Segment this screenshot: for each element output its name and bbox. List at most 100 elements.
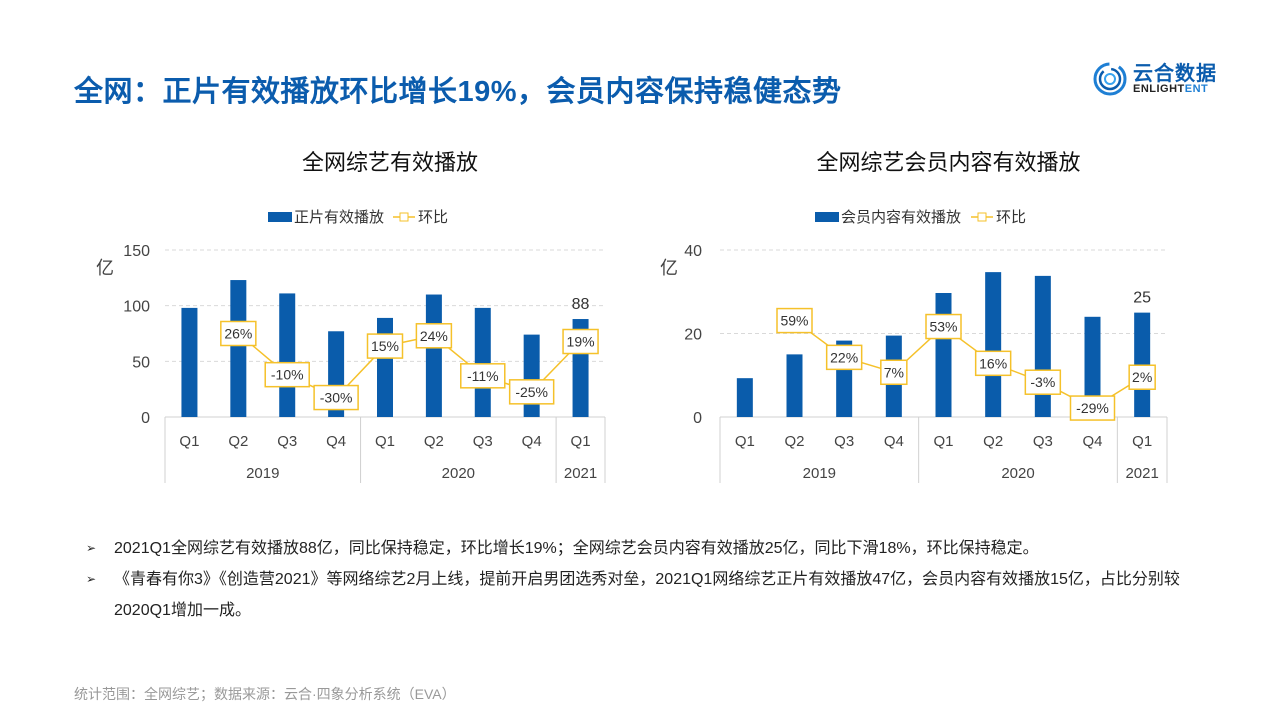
y-tick-label: 50: [132, 354, 150, 371]
bar: [1034, 275, 1051, 417]
data-label: 59%: [780, 313, 808, 329]
bar: [181, 307, 198, 417]
bar: [786, 354, 803, 417]
bullet-list: ➢ 2021Q1全网综艺有效播放88亿，同比保持稳定，环比增长19%；全网综艺会员…: [86, 533, 1216, 626]
page-title: 全网：正片有效播放环比增长19%，会员内容保持稳健态势: [74, 76, 842, 108]
data-label-box: [880, 359, 908, 386]
data-label-box: [264, 361, 310, 388]
x-tick-label: Q4: [522, 433, 542, 450]
logo-en: ENLIGHTENT: [1133, 82, 1209, 95]
data-label-box: [925, 313, 962, 340]
x-tick-label: Q3: [834, 433, 854, 450]
data-label-box: [974, 350, 1012, 377]
data-label: -11%: [467, 368, 499, 384]
bar: [985, 272, 1002, 417]
chart-title: 全网综艺有效播放: [302, 150, 478, 175]
data-label-box: [366, 333, 404, 359]
data-label: 24%: [420, 328, 448, 344]
data-label: 19%: [567, 334, 595, 350]
x-tick-label: Q2: [424, 433, 444, 450]
data-label: 22%: [830, 349, 858, 365]
data-label: -29%: [1076, 400, 1109, 416]
y-axis-unit: 亿: [96, 258, 114, 278]
data-label-box: [313, 384, 359, 411]
bar: [279, 293, 296, 417]
legend-bar-swatch: [268, 212, 292, 222]
data-label: 26%: [224, 326, 252, 342]
x-group-label: 2019: [803, 465, 836, 482]
data-label-box: [562, 328, 599, 355]
x-tick-label: Q1: [179, 433, 199, 450]
chart-title: 全网综艺会员内容有效播放: [816, 150, 1080, 175]
bullet-item: ➢ 2021Q1全网综艺有效播放88亿，同比保持稳定，环比增长19%；全网综艺会员…: [86, 540, 1039, 557]
data-label-box: [776, 307, 813, 334]
y-tick-label: 100: [123, 299, 150, 316]
y-tick-label: 20: [684, 327, 702, 344]
data-label-box: [1069, 395, 1116, 421]
legend-bar-label: 正片有效播放: [294, 209, 384, 226]
data-label-box: [460, 363, 506, 389]
x-group-label: 2021: [564, 465, 597, 482]
bar: [425, 294, 442, 417]
legend-line-label: 环比: [996, 209, 1026, 226]
data-label: 15%: [371, 338, 399, 354]
y-tick-label: 40: [684, 243, 702, 260]
x-tick-label: Q1: [375, 433, 395, 450]
data-label: 16%: [979, 355, 1007, 371]
bar: [935, 293, 952, 417]
logo-ring-icon: [1093, 62, 1127, 96]
bar: [474, 307, 491, 417]
x-tick-label: Q3: [473, 433, 493, 450]
data-label: -30%: [320, 390, 353, 406]
data-label-box: [220, 320, 257, 347]
y-axis-unit: 亿: [660, 258, 678, 278]
legend-bar-swatch: [815, 212, 839, 222]
legend-line-marker: [977, 212, 987, 222]
x-tick-label: Q1: [1132, 433, 1152, 450]
x-group-label: 2020: [442, 465, 475, 482]
data-label: -25%: [515, 384, 548, 400]
data-label-box: [415, 323, 453, 349]
data-label: -10%: [271, 367, 304, 383]
bullet-item: ➢ 《青春有你3》《创造营2021》等网络综艺2月上线，提前开启男团选秀对垒，20…: [86, 571, 1180, 619]
data-label: 7%: [884, 364, 904, 380]
x-tick-label: Q1: [933, 433, 953, 450]
x-tick-label: Q2: [983, 433, 1003, 450]
x-tick-label: Q2: [784, 433, 804, 450]
x-tick-label: Q3: [1033, 433, 1053, 450]
legend-line-label: 环比: [418, 209, 448, 226]
x-tick-label: Q4: [1082, 433, 1102, 450]
bar: [377, 317, 393, 417]
y-tick-label: 0: [141, 410, 150, 427]
y-tick-label: 0: [693, 410, 702, 427]
bar: [736, 378, 753, 417]
legend-line-marker: [399, 212, 409, 222]
data-label: -3%: [1030, 374, 1055, 390]
x-group-label: 2019: [246, 465, 279, 482]
x-group-label: 2020: [1001, 465, 1034, 482]
y-tick-label: 150: [123, 243, 150, 260]
logo-cn: 云合数据: [1133, 62, 1217, 85]
data-label: 2%: [1132, 369, 1152, 385]
bar-value-label: 25: [1133, 290, 1151, 307]
x-tick-label: Q1: [571, 433, 591, 450]
data-label-box: [1024, 369, 1062, 395]
data-label-box: [825, 344, 863, 371]
bar-value-label: 88: [572, 296, 590, 313]
x-tick-label: Q1: [735, 433, 755, 450]
data-label: 53%: [929, 319, 957, 335]
legend-bar-label: 会员内容有效播放: [841, 209, 961, 226]
x-tick-label: Q4: [326, 433, 346, 450]
x-group-label: 2021: [1125, 465, 1158, 482]
logo: 云合数据 ENLIGHTENT: [1093, 62, 1217, 96]
data-label-box: [1128, 364, 1156, 390]
x-tick-label: Q3: [277, 433, 297, 450]
x-tick-label: Q2: [228, 433, 248, 450]
bar: [523, 334, 540, 417]
x-tick-label: Q4: [884, 433, 904, 450]
bar: [1084, 316, 1101, 417]
data-label-box: [508, 379, 555, 405]
bar: [230, 280, 247, 417]
